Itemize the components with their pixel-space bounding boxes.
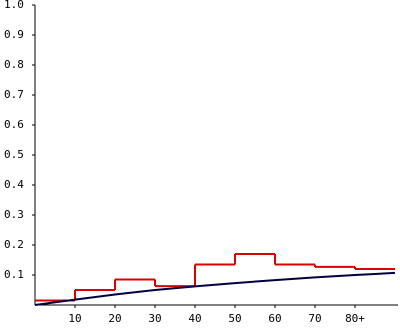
y-tick-label: 0.2 xyxy=(4,238,24,251)
x-tick-label: 70 xyxy=(308,312,321,325)
x-tick-label: 20 xyxy=(108,312,121,325)
y-tick-label: 1.0 xyxy=(4,0,24,11)
y-tick-label: 0.8 xyxy=(4,58,24,71)
y-tick-label: 0.9 xyxy=(4,28,24,41)
x-tick-label: 30 xyxy=(148,312,161,325)
y-tick-label: 0.4 xyxy=(4,178,24,191)
y-tick-label: 0.1 xyxy=(4,268,24,281)
x-tick-label: 50 xyxy=(228,312,241,325)
curve xyxy=(34,271,396,306)
x-tick-label: 40 xyxy=(188,312,201,325)
x-tick-label: 60 xyxy=(268,312,281,325)
x-tick-label: 80+ xyxy=(345,312,365,325)
x-tick-label: 10 xyxy=(68,312,81,325)
y-tick-label: 0.3 xyxy=(4,208,24,221)
y-tick-label: 0.5 xyxy=(4,148,24,161)
y-tick-label: 0.7 xyxy=(4,88,24,101)
y-tick-label: 0.6 xyxy=(4,118,24,131)
